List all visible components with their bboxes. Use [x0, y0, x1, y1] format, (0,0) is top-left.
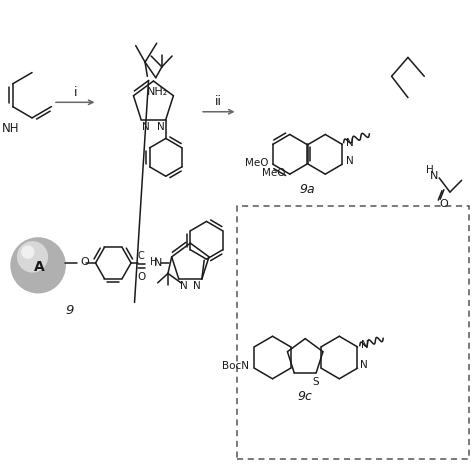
Text: 9a: 9a	[300, 183, 315, 196]
Text: NH: NH	[1, 122, 19, 135]
Text: N: N	[180, 282, 188, 292]
Text: MeO: MeO	[262, 168, 285, 178]
Text: O: O	[137, 273, 146, 283]
Text: C: C	[138, 251, 145, 261]
Text: N: N	[361, 340, 369, 350]
Text: BocN: BocN	[222, 361, 249, 371]
Text: N: N	[346, 155, 353, 165]
Text: NH₂: NH₂	[146, 87, 168, 97]
Text: N: N	[346, 138, 353, 148]
Text: N: N	[155, 257, 163, 267]
Circle shape	[18, 242, 47, 272]
Text: O: O	[439, 199, 448, 209]
Text: A: A	[34, 260, 45, 274]
Text: H: H	[150, 256, 157, 266]
Text: N: N	[360, 360, 368, 370]
Text: N: N	[142, 122, 150, 132]
Text: 9c: 9c	[298, 390, 313, 403]
Text: N: N	[157, 122, 165, 132]
Circle shape	[22, 246, 34, 258]
Text: MeO: MeO	[245, 158, 268, 168]
Text: S: S	[313, 376, 319, 387]
Text: ii: ii	[215, 95, 222, 108]
Text: N: N	[429, 171, 438, 181]
Text: O: O	[81, 256, 89, 266]
Circle shape	[11, 238, 65, 293]
Text: N: N	[193, 282, 201, 292]
Text: i: i	[74, 86, 77, 100]
Text: 9: 9	[65, 304, 73, 317]
Text: H: H	[426, 165, 434, 175]
